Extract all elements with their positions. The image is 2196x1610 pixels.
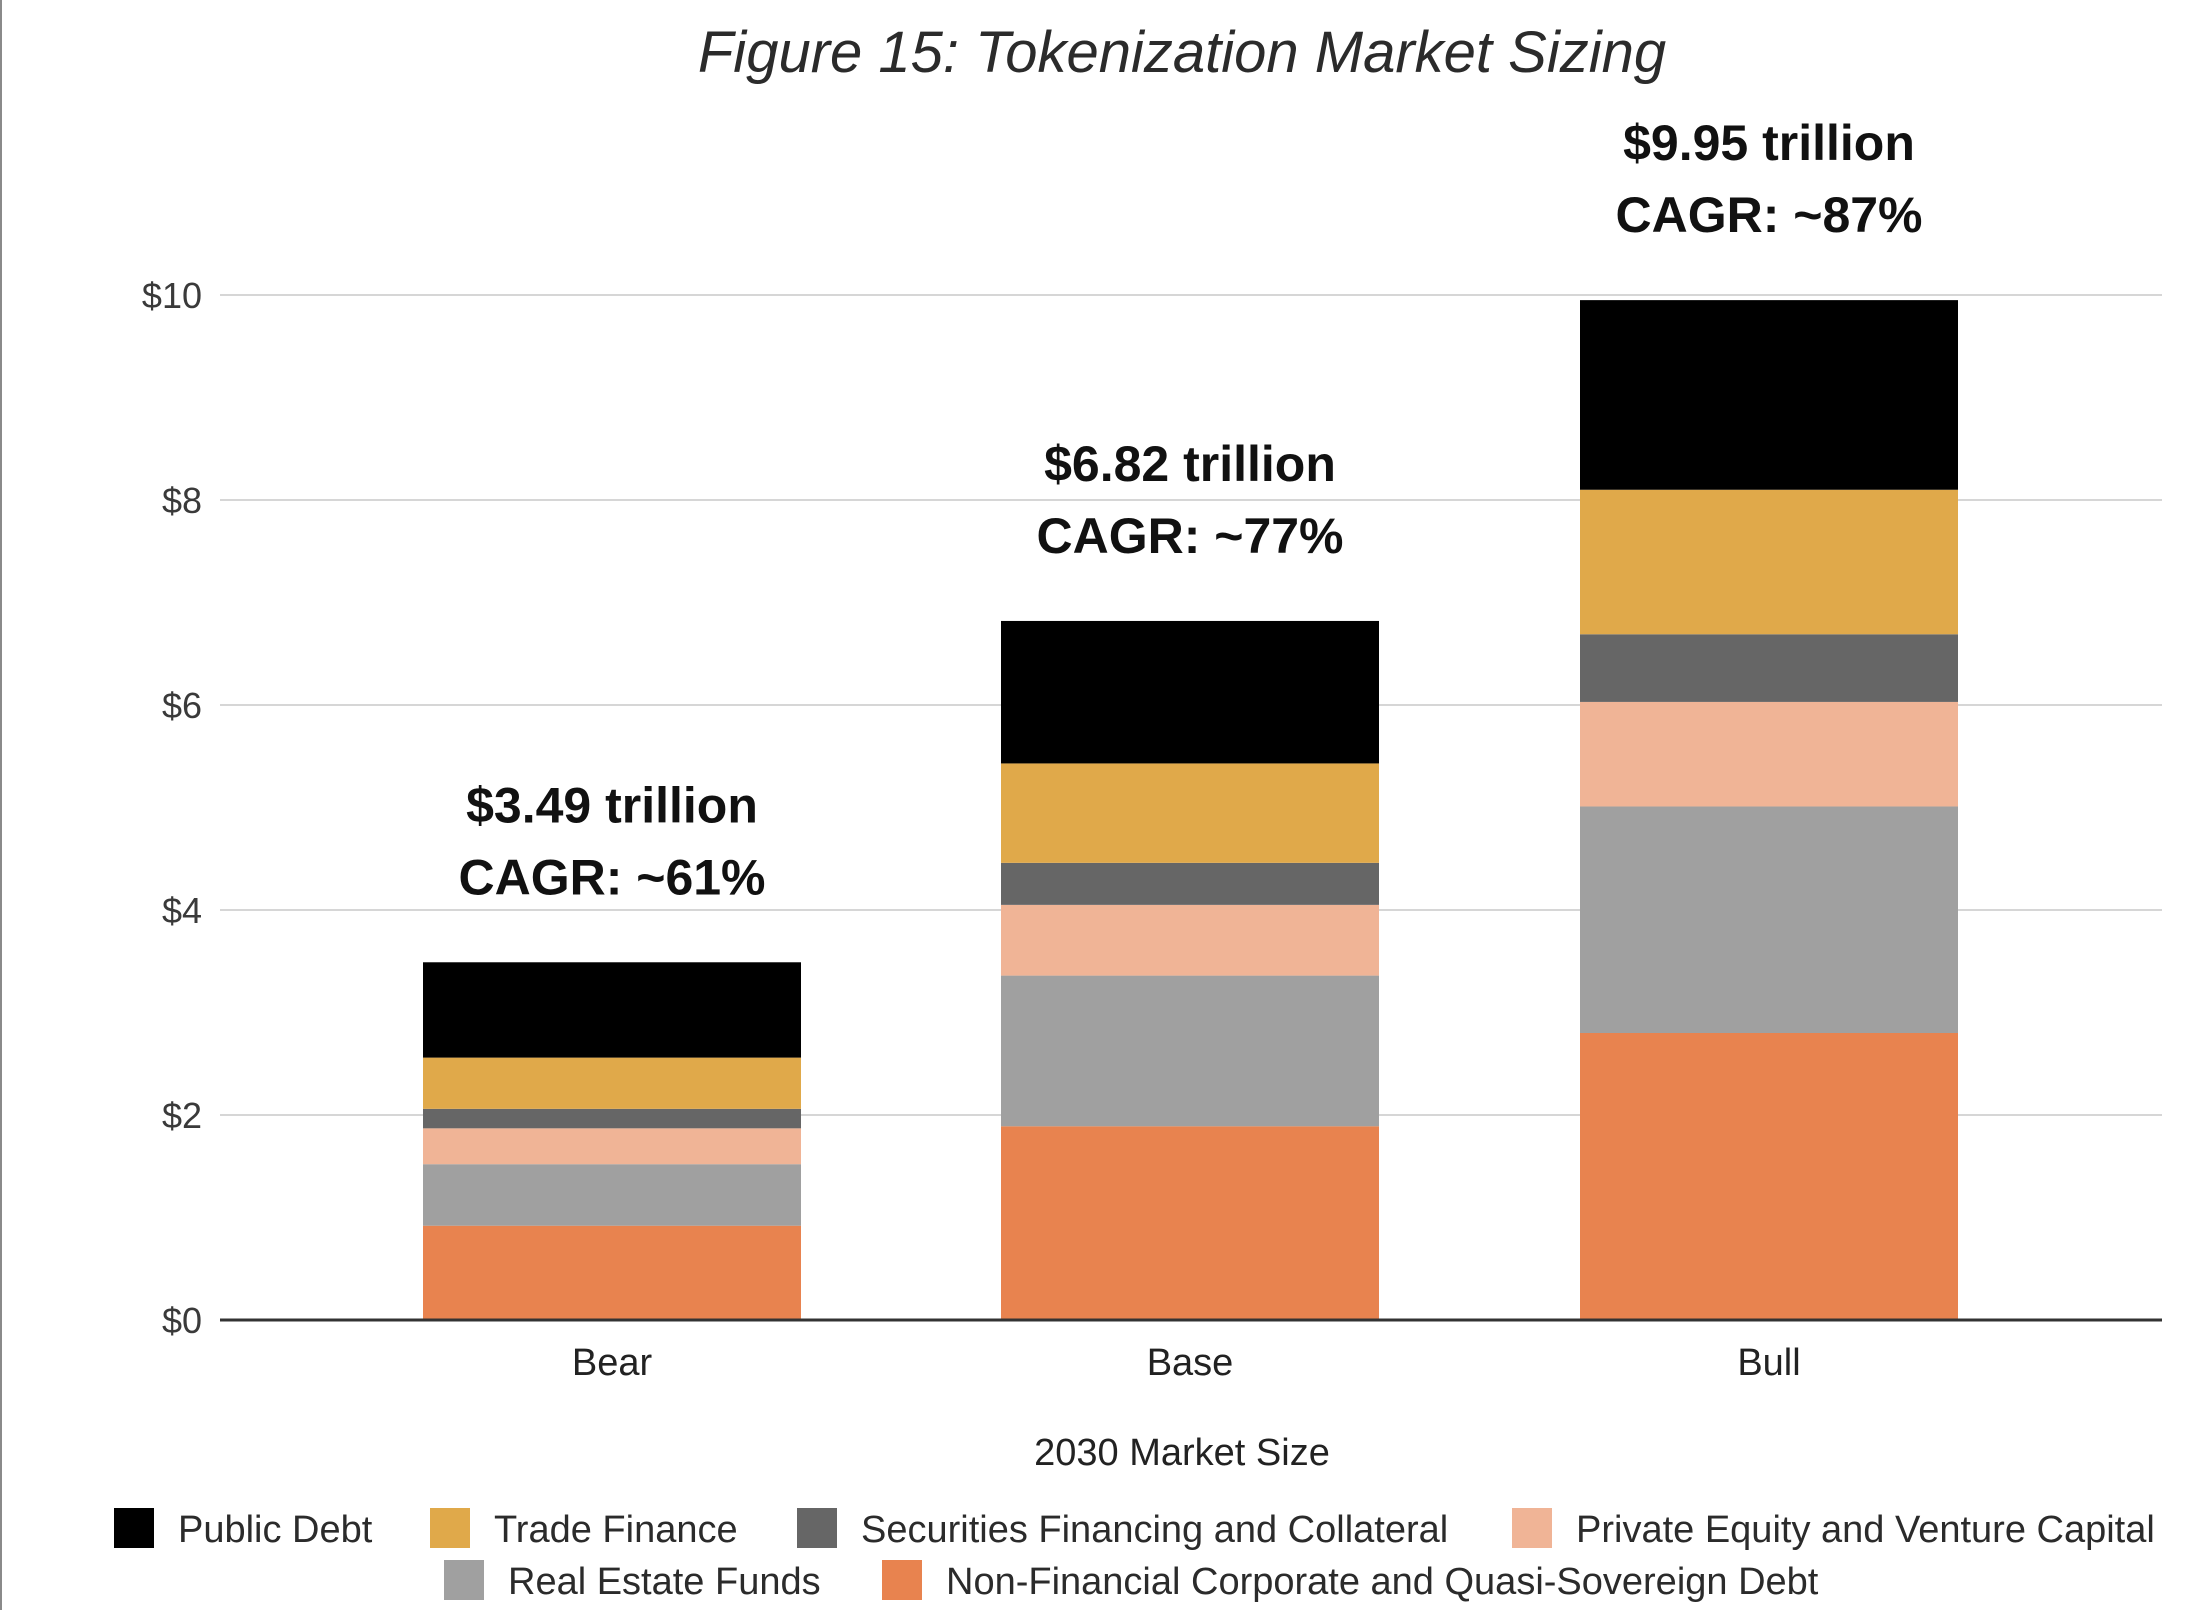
cagr-label: CAGR: ~61%	[458, 849, 765, 905]
bar-segment	[423, 1057, 801, 1109]
legend-swatch	[444, 1560, 484, 1600]
legend-swatch	[430, 1508, 470, 1548]
legend-label: Real Estate Funds	[508, 1561, 821, 1603]
legend-label: Trade Finance	[494, 1509, 738, 1551]
legend-swatch	[797, 1508, 837, 1548]
bar-segment	[1001, 1126, 1379, 1320]
bar-segment	[1001, 620, 1379, 764]
legend-label: Private Equity and Venture Capital	[1576, 1509, 2155, 1551]
bar-stack-base	[1001, 620, 1379, 1320]
legend: Public Debt Trade Finance Securities Finan…	[114, 1508, 2155, 1603]
legend-swatch	[1512, 1508, 1552, 1548]
y-tick-label: $10	[142, 275, 202, 316]
x-axis-ticks: Bear Base Bull	[572, 1342, 1801, 1384]
bar-segment	[1001, 904, 1379, 976]
legend-item: Securities Financing and Collateral	[797, 1508, 1448, 1551]
bars	[423, 300, 1958, 1320]
bar-segment	[1580, 701, 1958, 807]
bar-segment	[1001, 763, 1379, 863]
bar-segment	[1001, 862, 1379, 905]
bar-segment	[1580, 300, 1958, 490]
y-tick-label: $0	[162, 1300, 202, 1341]
x-axis-label: 2030 Market Size	[1034, 1432, 1330, 1474]
bar-segment	[423, 1225, 801, 1320]
y-tick-label: $8	[162, 480, 202, 521]
cagr-label: CAGR: ~77%	[1036, 508, 1343, 564]
bar-segment	[1580, 489, 1958, 635]
x-tick-label: Base	[1147, 1342, 1234, 1384]
legend-label: Non-Financial Corporate and Quasi-Sovere…	[946, 1561, 1819, 1603]
total-label: $6.82 trillion	[1044, 436, 1336, 492]
chart-title: Figure 15: Tokenization Market Sizing	[698, 20, 1666, 85]
bar-stack-bull	[1580, 300, 1958, 1320]
total-label: $9.95 trillion	[1623, 115, 1915, 171]
legend-label: Public Debt	[178, 1509, 373, 1551]
y-tick-label: $6	[162, 685, 202, 726]
legend-item: Real Estate Funds	[444, 1560, 821, 1603]
legend-swatch	[882, 1560, 922, 1600]
bar-stack-bear	[423, 962, 801, 1320]
x-tick-label: Bear	[572, 1342, 653, 1384]
bar-segment	[1001, 975, 1379, 1127]
bar-segment	[423, 1128, 801, 1165]
legend-swatch	[114, 1508, 154, 1548]
y-axis-ticks: $0 $2 $4 $6 $8 $10	[142, 275, 202, 1341]
bar-segment	[423, 962, 801, 1058]
y-tick-label: $4	[162, 890, 202, 931]
cagr-label: CAGR: ~87%	[1615, 187, 1922, 243]
bar-segment	[423, 1164, 801, 1226]
bar-annotations: $3.49 trillion CAGR: ~61% $6.82 trillion CA…	[458, 115, 1922, 905]
legend-item: Public Debt	[114, 1508, 373, 1551]
total-label: $3.49 trillion	[466, 777, 758, 833]
y-tick-label: $2	[162, 1095, 202, 1136]
legend-item: Non-Financial Corporate and Quasi-Sovere…	[882, 1560, 1819, 1603]
bar-segment	[1580, 634, 1958, 702]
bar-segment	[1580, 1033, 1958, 1320]
legend-item: Trade Finance	[430, 1508, 738, 1551]
bar-segment	[1580, 806, 1958, 1033]
x-tick-label: Bull	[1737, 1342, 1800, 1384]
legend-item: Private Equity and Venture Capital	[1512, 1508, 2155, 1551]
legend-label: Securities Financing and Collateral	[861, 1509, 1448, 1551]
bar-segment	[423, 1108, 801, 1129]
